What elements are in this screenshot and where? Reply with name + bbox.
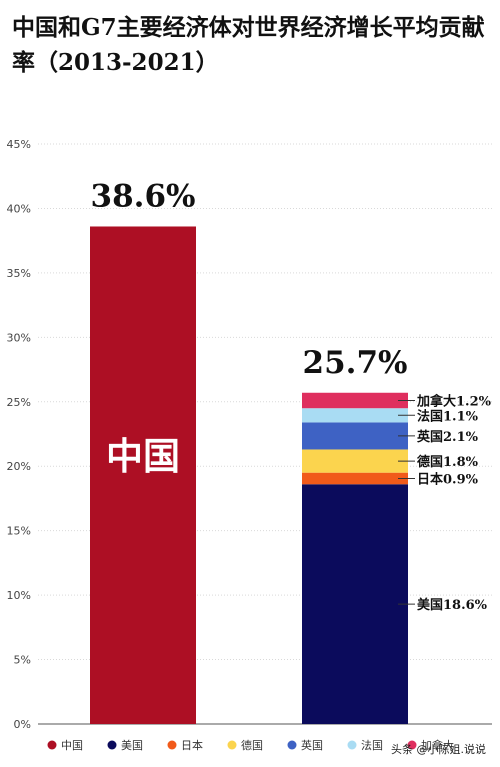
legend-marker-中国 xyxy=(47,740,57,750)
y-tick-label: 45% xyxy=(7,138,31,151)
y-tick-label: 35% xyxy=(7,267,31,280)
legend-marker-法国 xyxy=(347,740,357,750)
segment-label: 法国1.1% xyxy=(417,408,479,424)
bar-inner-label: 中国 xyxy=(106,434,180,478)
legend-label: 德国 xyxy=(241,738,263,752)
bar-segment-美国 xyxy=(302,484,408,724)
y-tick-label: 20% xyxy=(7,460,31,473)
legend-marker-日本 xyxy=(167,740,177,750)
legend-marker-加拿大 xyxy=(407,740,417,750)
bar-segment-英国 xyxy=(302,422,408,450)
bar-segment-法国 xyxy=(302,408,408,423)
bar-segment-德国 xyxy=(302,449,408,473)
segment-label: 美国18.6% xyxy=(417,597,488,613)
segment-label: 日本0.9% xyxy=(417,471,479,487)
y-tick-label: 40% xyxy=(7,202,31,215)
bar-total-label: 38.6% xyxy=(91,178,196,214)
bar-segment-加拿大 xyxy=(302,392,408,409)
y-tick-label: 0% xyxy=(14,718,31,731)
bar-segment-日本 xyxy=(302,472,408,485)
y-tick-label: 15% xyxy=(7,525,31,538)
y-tick-label: 5% xyxy=(14,654,31,667)
bar-segment-中国 xyxy=(90,226,196,724)
legend-label: 日本 xyxy=(181,738,203,752)
segment-label: 英国2.1% xyxy=(416,429,479,445)
chart-title: 中国和G7主要经济体对世界经济增长平均贡献率（2013-2021） xyxy=(12,14,485,76)
legend-marker-美国 xyxy=(107,740,117,750)
y-tick-label: 25% xyxy=(7,396,31,409)
watermark: 头条 @小陈姐.说说 xyxy=(391,743,486,756)
legend-marker-德国 xyxy=(227,740,237,750)
y-tick-label: 30% xyxy=(7,331,31,344)
legend-label: 美国 xyxy=(121,739,143,752)
legend-label: 加拿大 xyxy=(421,738,454,752)
legend-label: 英国 xyxy=(301,738,323,752)
bar-total-label: 25.7% xyxy=(303,345,408,381)
segment-label: 德国1.8% xyxy=(417,454,479,470)
segment-label: 加拿大1.2% xyxy=(416,393,492,409)
legend-label: 法国 xyxy=(361,738,383,752)
legend-label: 中国 xyxy=(61,739,83,752)
y-tick-label: 10% xyxy=(7,589,31,602)
legend-marker-英国 xyxy=(287,740,297,750)
